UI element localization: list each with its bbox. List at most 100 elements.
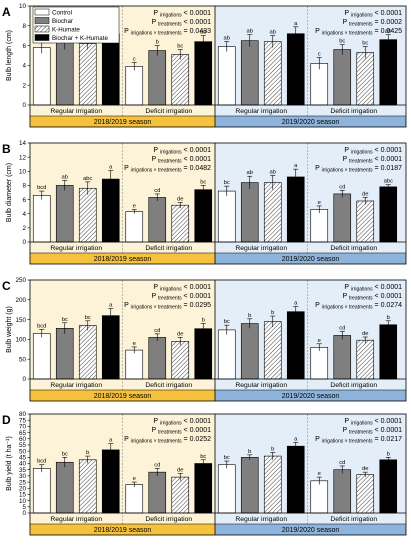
bar: [379, 459, 398, 514]
irrigation-label: Regular irrigation: [235, 245, 287, 252]
stat-line: P irrigations × treatments = 0.0425: [315, 28, 402, 37]
significance-letter: a: [294, 21, 298, 27]
legend-swatch: [34, 34, 50, 41]
season-2-band: [215, 116, 406, 127]
stat-p: P: [153, 147, 160, 154]
stat-p: P: [344, 10, 351, 17]
irrigation-label: Regular irrigation: [235, 382, 287, 389]
stat-line: P treatments < 0.0001: [151, 293, 211, 302]
bar: [356, 200, 375, 243]
plot-frame: [29, 142, 407, 265]
irrigation-label: Deficit irrigation: [145, 516, 192, 523]
y-tick-label: 40: [19, 461, 27, 468]
stat-line: P irrigations × treatments = 0.0433: [124, 28, 211, 37]
bar: [32, 468, 51, 514]
legend-label: Biochar + K-Humate: [52, 35, 108, 42]
significance-letter: cd: [154, 462, 160, 468]
stat-line: P irrigations × treatments = 0.0295: [124, 302, 211, 311]
significance-letter: b: [248, 449, 251, 455]
stat-term: irrigations × treatments: [131, 31, 182, 37]
significance-letter: c: [133, 56, 136, 62]
season-label: 2018/2019 season: [94, 393, 152, 400]
significance-letter: b: [86, 450, 89, 456]
bar: [333, 469, 352, 514]
bar: [78, 187, 97, 243]
y-tick-label: 0: [22, 376, 26, 383]
significance-letter: cd: [339, 184, 345, 190]
y-axis-label: Bulb weight (g): [6, 306, 13, 353]
plot-frame: [29, 5, 407, 128]
bar: [32, 195, 51, 243]
bar: [310, 209, 329, 243]
season-1-band: [30, 253, 215, 264]
significance-letter: de: [177, 331, 183, 337]
stat-p: P: [124, 28, 131, 35]
y-tick-label: 150: [15, 317, 26, 324]
significance-letter: ab: [270, 30, 276, 36]
season-label: 2019/2020 season: [282, 527, 340, 534]
y-tick-label: 8: [22, 23, 26, 30]
y-tick-label: 5: [22, 504, 26, 511]
stat-term: irrigations: [160, 13, 182, 19]
bar: [32, 333, 51, 380]
bar: [356, 52, 375, 106]
stat-p: P: [344, 284, 351, 291]
y-tick-label: 55: [19, 442, 27, 449]
stat-line: P irrigations < 0.0001: [344, 147, 402, 156]
y-tick-label: 6: [22, 43, 26, 50]
significance-letter: a: [294, 163, 298, 169]
significance-letter: de: [362, 466, 368, 472]
y-tick-label: 0: [22, 510, 26, 517]
bar: [125, 484, 144, 514]
y-tick-label: 60: [19, 436, 27, 443]
bar: [148, 337, 167, 380]
stat-term: irrigations × treatments: [131, 168, 182, 174]
stat-value: < 0.0001: [373, 293, 402, 300]
season-label: 2019/2020 season: [282, 393, 340, 400]
significance-letter: ab: [200, 30, 206, 36]
bar: [310, 347, 329, 380]
legend-label: K-Humate: [52, 26, 80, 33]
stat-term: irrigations × treatments: [322, 305, 373, 311]
bar: [333, 335, 352, 380]
stat-value: < 0.0001: [182, 156, 211, 163]
y-axis-label: Bulb yield (t ha⁻¹): [6, 436, 13, 491]
significance-letter: bc: [339, 39, 345, 45]
significance-letter: de: [177, 196, 183, 202]
y-tick-label: 10: [19, 498, 27, 505]
bar: [263, 41, 282, 106]
stat-p: P: [151, 156, 158, 163]
significance-letter: cd: [154, 188, 160, 194]
stat-p: P: [153, 418, 160, 425]
y-tick-label: 200: [15, 297, 26, 304]
stat-term: irrigations: [351, 150, 373, 156]
stat-p: P: [124, 165, 131, 172]
significance-letter: a: [294, 301, 298, 307]
stat-line: P treatments < 0.0001: [151, 19, 211, 28]
stat-line: P irrigations < 0.0001: [153, 147, 211, 156]
y-tick-label: 10: [19, 168, 27, 175]
stat-value: < 0.0001: [182, 418, 211, 425]
stat-line: P irrigations < 0.0001: [344, 10, 402, 19]
bar: [194, 41, 213, 106]
stat-term: irrigations: [160, 287, 182, 293]
legend-label: Control: [52, 9, 72, 16]
y-tick-label: 8: [22, 183, 26, 190]
irrigation-label: Regular irrigation: [235, 516, 287, 523]
stat-term: irrigations: [160, 150, 182, 156]
season-label: 2019/2020 season: [282, 256, 340, 263]
season-label: 2018/2019 season: [94, 527, 152, 534]
season-1-band: [30, 390, 215, 401]
stat-value: = 0.0252: [182, 436, 211, 443]
stat-line: P treatments < 0.0001: [342, 427, 402, 436]
stat-value: < 0.0001: [182, 284, 211, 291]
stat-line: P irrigations × treatments = 0.0187: [315, 165, 402, 174]
significance-letter: ab: [385, 29, 391, 35]
y-axis-label: Bulb diameter (cm): [6, 163, 13, 222]
y-tick-label: 12: [19, 154, 27, 161]
bar: [356, 339, 375, 380]
stat-p: P: [151, 19, 158, 26]
stat-p: P: [344, 418, 351, 425]
bar: [101, 178, 120, 243]
stat-line: P treatments < 0.0001: [151, 427, 211, 436]
